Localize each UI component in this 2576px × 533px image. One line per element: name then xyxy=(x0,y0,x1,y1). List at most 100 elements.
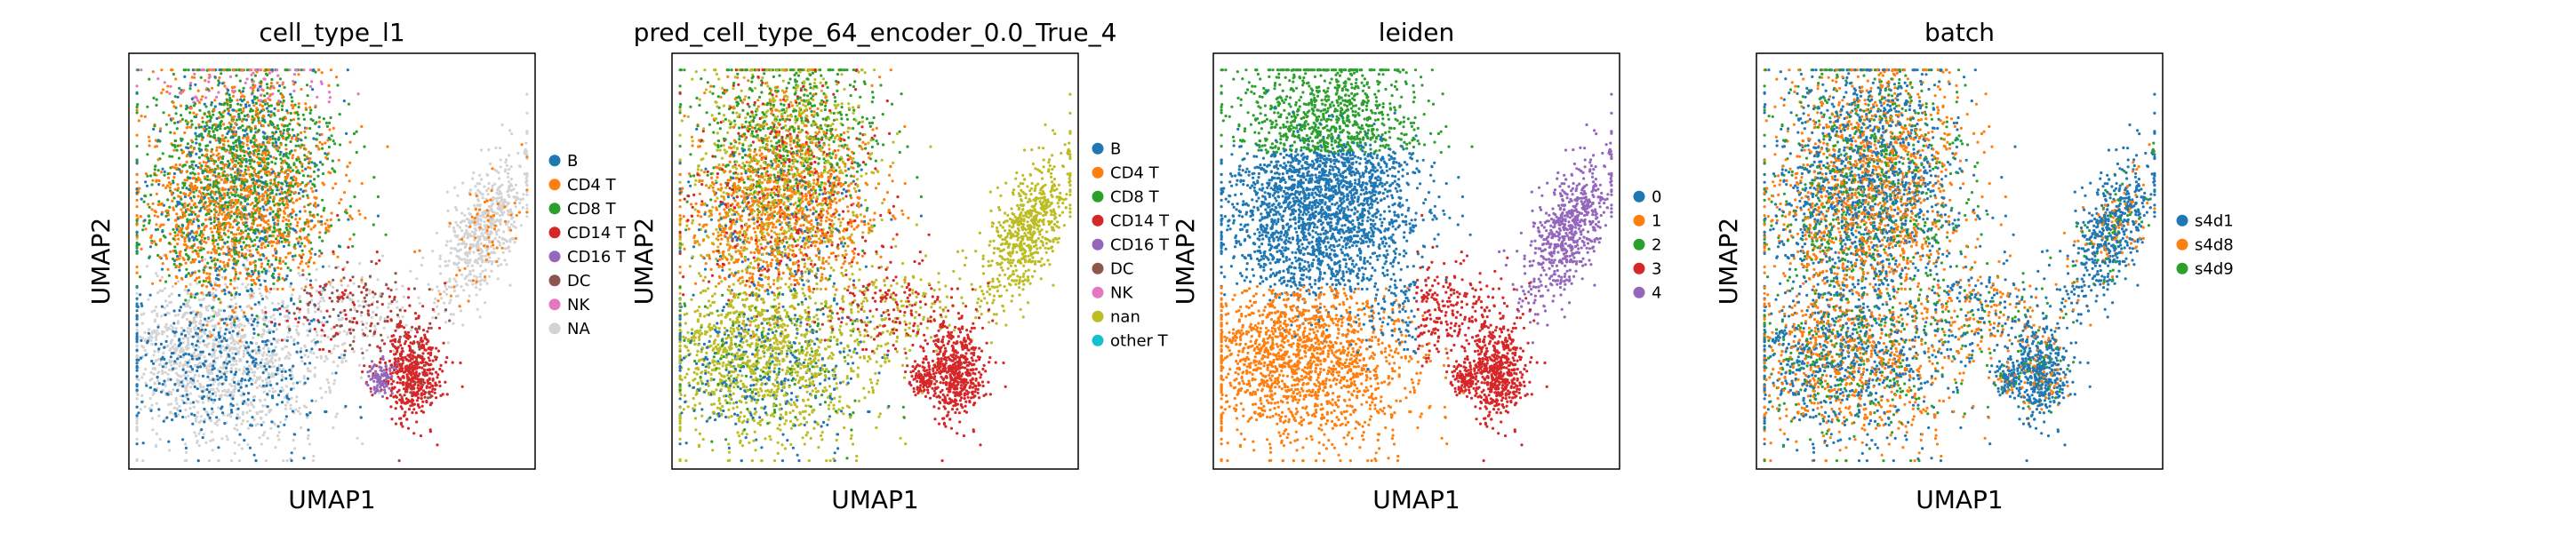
point-cd8-t xyxy=(253,141,256,144)
point-na xyxy=(436,306,438,308)
point-na xyxy=(244,334,246,337)
point-na xyxy=(169,347,172,350)
point-b xyxy=(198,149,201,152)
point-na xyxy=(165,323,168,326)
point-na xyxy=(260,442,263,445)
point-na xyxy=(299,295,301,298)
point-cd4-t xyxy=(241,329,244,331)
point-na xyxy=(172,285,174,288)
point-cd4-t xyxy=(308,157,311,160)
point-cd4-t xyxy=(193,232,196,235)
point-na xyxy=(185,386,188,389)
point-b xyxy=(211,101,213,104)
point-cd4-t xyxy=(255,150,258,153)
point-na xyxy=(507,211,509,213)
point-na xyxy=(502,230,505,233)
point-cd8-t xyxy=(272,211,275,213)
point-na xyxy=(156,379,159,382)
point-cd4-t xyxy=(252,207,254,210)
point-na xyxy=(150,371,153,374)
point-cd8-t xyxy=(190,206,193,209)
point-b xyxy=(176,255,179,258)
point-na xyxy=(496,212,499,215)
point-cd8-t xyxy=(377,195,380,198)
point-cd8-t xyxy=(284,124,286,127)
point-cd4-t xyxy=(222,228,225,231)
point-cd8-t xyxy=(221,204,224,207)
point-cd8-t xyxy=(318,236,321,239)
point-cd4-t xyxy=(275,223,277,226)
point-cd4-t xyxy=(324,141,326,144)
point-cd8-t xyxy=(217,181,220,184)
point-na xyxy=(439,272,442,274)
point-cd4-t xyxy=(176,243,179,245)
point-cd4-t xyxy=(180,235,183,237)
point-na xyxy=(346,333,348,336)
point-cd4-t xyxy=(166,85,169,88)
point-cd8-t xyxy=(219,127,221,130)
point-na xyxy=(286,314,289,317)
point-na xyxy=(276,341,278,344)
point-na xyxy=(159,438,162,441)
point-na xyxy=(509,238,512,241)
point-cd4-t xyxy=(308,167,311,170)
point-cd8-t xyxy=(300,165,303,168)
point-na xyxy=(169,411,172,414)
point-cd4-t xyxy=(289,251,292,254)
point-b xyxy=(202,171,204,174)
point-na xyxy=(170,324,172,327)
point-cd4-t xyxy=(187,208,189,211)
point-cd8-t xyxy=(242,146,244,148)
point-cd4-t xyxy=(155,180,157,183)
point-cd8-t xyxy=(227,126,229,129)
point-cd4-t xyxy=(200,246,203,249)
point-cd4-t xyxy=(297,155,300,158)
point-cd8-t xyxy=(275,193,277,195)
point-na xyxy=(205,346,208,348)
point-cd4-t xyxy=(234,171,236,174)
point-b xyxy=(312,137,315,139)
point-na xyxy=(177,409,180,411)
point-cd4-t xyxy=(140,115,143,117)
point-cd4-t xyxy=(138,119,140,122)
point-na xyxy=(482,193,484,195)
point-cd4-t xyxy=(234,133,236,136)
point-na xyxy=(196,411,199,414)
point-cd8-t xyxy=(198,234,201,236)
point-na xyxy=(320,321,323,323)
point-na xyxy=(268,329,270,331)
point-cd4-t xyxy=(256,224,259,227)
point-na xyxy=(466,252,468,255)
point-cd8-t xyxy=(188,111,191,114)
point-cd8-t xyxy=(346,211,348,214)
point-na xyxy=(153,350,156,353)
point-na xyxy=(178,405,180,408)
point-cd8-t xyxy=(211,259,213,262)
point-na xyxy=(136,459,139,462)
point-cd8-t xyxy=(184,182,187,185)
point-na xyxy=(286,305,289,307)
point-cd4-t xyxy=(235,219,237,222)
point-na xyxy=(140,394,143,397)
point-cd4-t xyxy=(285,235,288,237)
point-na xyxy=(170,393,172,395)
point-b xyxy=(221,82,224,84)
point-cd8-t xyxy=(307,203,309,206)
point-na xyxy=(381,254,384,257)
point-na xyxy=(307,308,309,311)
point-na xyxy=(285,385,288,387)
point-cd8-t xyxy=(291,216,293,219)
point-na xyxy=(221,275,224,278)
point-cd8-t xyxy=(221,197,224,200)
point-na xyxy=(360,314,363,317)
point-cd4-t xyxy=(294,179,297,182)
point-na xyxy=(317,302,320,305)
point-na xyxy=(362,357,364,360)
point-cd4-t xyxy=(206,251,209,254)
point-na xyxy=(196,416,198,418)
point-cd8-t xyxy=(253,134,256,137)
point-cd4-t xyxy=(212,163,215,165)
point-b xyxy=(246,203,249,205)
point-cd4-t xyxy=(318,147,321,150)
point-cd4-t xyxy=(284,219,287,221)
